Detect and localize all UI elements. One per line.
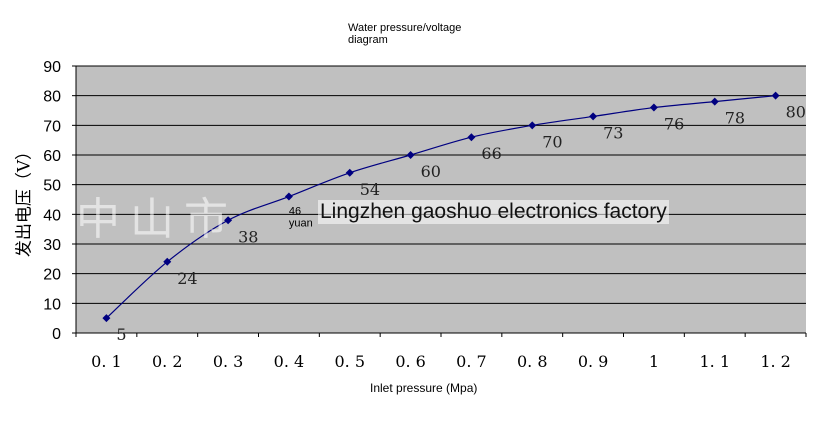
y-tick-label: 30 [43,237,61,254]
series-markers [102,91,780,323]
data-label: 60 [421,162,441,181]
x-tick-label: 0. 8 [517,352,548,371]
data-label: 46 yuan [289,206,313,230]
data-point [589,112,598,121]
data-point [528,121,537,130]
data-label: 24 [177,269,197,288]
data-point [710,97,719,106]
y-tick-label: 0 [52,326,61,343]
y-tick-label: 10 [43,296,61,313]
data-label: 70 [542,132,562,151]
x-axis-label: Inlet pressure (Mpa) [370,381,478,395]
chart-title-line-1: Water pressure/voltage [348,22,462,34]
y-tick-label: 40 [43,207,61,224]
data-label: 38 [238,227,258,246]
data-label: 5 [116,325,126,344]
x-tick-label: 0. 2 [152,352,183,371]
data-point [345,168,354,177]
y-tick-label: 20 [43,267,61,284]
data-label: 78 [725,109,745,128]
data-point [406,151,415,159]
x-tick-label: 1. 2 [760,352,791,371]
x-tick-label: 1. 1 [699,352,730,371]
data-label: 76 [664,115,684,134]
plot-area [76,66,806,333]
chart-title-line-2: diagram [348,34,388,46]
watermark-cjk: 中山市 [76,194,238,245]
data-point [102,314,111,323]
x-tick-labels: 0. 1 0. 2 0. 3 0. 4 0. 5 0. 6 0. 7 0. 8 0. 9 1 1. … [91,352,791,371]
data-label-line: yuan [289,218,313,230]
data-point [649,103,658,112]
x-tick-label: 0. 3 [213,352,244,371]
y-axis-label: 发出电压（V） [14,142,35,258]
y-tick-labels: 0 10 20 30 40 50 60 70 80 90 [43,59,61,343]
data-label-line: 46 [289,206,301,218]
data-point [224,216,233,225]
y-tick-label: 70 [43,118,61,135]
data-label: 80 [786,103,806,122]
x-tick-label: 1 [649,352,659,371]
y-tick-label: 60 [43,148,61,165]
watermark-text: Lingzhen gaoshuo electronics factory [318,200,669,224]
data-label: 54 [360,180,380,199]
x-tick-label: 0. 9 [578,352,609,371]
x-tick-label: 0. 1 [91,352,122,371]
y-tick-label: 80 [43,89,61,106]
axes [72,65,807,337]
y-tick-label: 50 [43,178,61,195]
data-labels: 5 24 38 46 yuan 54 60 66 70 73 76 78 80 [116,103,806,344]
data-label: 73 [603,123,623,142]
chart-title: Water pressure/voltage diagram [348,22,461,46]
data-point [771,91,780,100]
x-tick-label: 0. 5 [334,352,365,371]
x-tick-label: 0. 4 [274,352,305,371]
data-point [284,192,293,201]
data-point [163,257,172,266]
data-point [467,133,476,142]
x-tick-label: 0. 6 [395,352,426,371]
data-label: 66 [481,144,501,163]
gridlines [76,65,806,304]
y-tick-label: 90 [43,59,61,76]
x-tick-label: 0. 7 [456,352,487,371]
